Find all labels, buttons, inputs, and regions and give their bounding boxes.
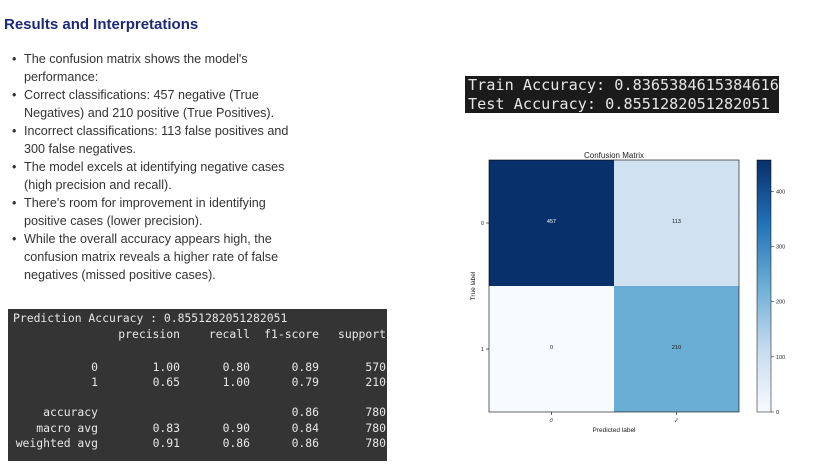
colorbar-tick-label: 0 [776, 410, 779, 416]
train-accuracy: Train Accuracy: 0.8365384615384616 [468, 76, 779, 94]
report-cell-f1: 0.86 [291, 436, 319, 450]
report-cell-precision: 1.00 [152, 360, 180, 374]
matrix-value-label: 0 [550, 345, 553, 351]
confusion-matrix-chart: Confusion Matrix 457 113 0 210 0 1 0 1 Predicted … [470, 151, 785, 434]
matrix-value-label: 113 [672, 219, 681, 225]
bullet-line: positive cases (lower precision). [24, 214, 203, 228]
bullet-line: While the overall accuracy appears high,… [24, 232, 272, 246]
section-title: Results and Interpretations [4, 16, 199, 33]
bullet-line: The confusion matrix shows the model's [24, 52, 248, 66]
report-cell-precision: 0.91 [152, 436, 180, 450]
report-row-label: accuracy [43, 405, 98, 419]
matrix-cell [614, 286, 739, 412]
report-cell-support: 780 [365, 405, 386, 419]
bullet-line: confusion matrix reveals a higher rate o… [24, 250, 279, 264]
bullet-line: The model excels at identifying negative… [24, 160, 285, 174]
bullet-line: performance: [24, 70, 99, 84]
report-row-label: 1 [91, 375, 98, 389]
y-tick-label: 0 [481, 221, 484, 227]
colorbar-tick-label: 300 [776, 245, 785, 251]
bullet-item: Correct classifications: 457 negative (T… [12, 86, 337, 122]
bullet-item: There's room for improvement in identify… [12, 194, 337, 230]
x-tick-label: 0 [548, 418, 554, 424]
report-row-label: 0 [91, 360, 98, 374]
report-cell-support: 780 [365, 421, 386, 435]
bullet-item: The model excels at identifying negative… [12, 158, 337, 194]
classification-report: Prediction Accuracy : 0.8551282051282051… [8, 309, 387, 461]
test-accuracy: Test Accuracy: 0.8551282051282051 [468, 95, 770, 113]
matrix-value-label: 457 [547, 219, 556, 225]
x-axis-label: Predicted label [593, 427, 637, 434]
report-cell-f1: 0.84 [291, 421, 319, 435]
bullet-item: Incorrect classifications: 113 false pos… [12, 122, 337, 158]
matrix-cell [614, 160, 739, 286]
report-row-label: macro avg [36, 421, 98, 435]
report-header-f1: f1-score [264, 327, 319, 341]
report-cell-support: 570 [365, 360, 386, 374]
report-row-label: weighted avg [15, 436, 98, 450]
colorbar-tick-label: 400 [776, 189, 785, 195]
report-cell-recall: 1.00 [222, 375, 250, 389]
bullet-line: negatives (missed positive cases). [24, 268, 216, 282]
chart-title: Confusion Matrix [584, 151, 644, 160]
y-tick-label: 1 [481, 347, 484, 353]
report-cell-f1: 0.79 [291, 375, 319, 389]
bullet-item: The confusion matrix shows the model's pe… [12, 50, 337, 86]
prediction-accuracy-line: Prediction Accuracy : 0.8551282051282051 [13, 311, 288, 325]
bullet-line: Negatives) and 210 positive (True Positi… [24, 106, 275, 120]
report-cell-recall: 0.90 [222, 421, 250, 435]
findings-list: The confusion matrix shows the model's pe… [12, 50, 337, 284]
bullet-item: While the overall accuracy appears high,… [12, 230, 337, 284]
colorbar-tick-label: 100 [776, 355, 785, 361]
matrix-cell [489, 286, 614, 412]
matrix-value-label: 210 [672, 345, 681, 351]
matrix-cell [489, 160, 614, 286]
report-cell-f1: 0.86 [291, 405, 319, 419]
bullet-line: Correct classifications: 457 negative (T… [24, 88, 259, 102]
report-cell-recall: 0.80 [222, 360, 250, 374]
report-cell-precision: 0.65 [152, 375, 180, 389]
x-tick-label: 1 [673, 418, 679, 424]
colorbar-tick-label: 200 [776, 300, 785, 306]
report-cell-recall: 0.86 [222, 436, 250, 450]
report-header-precision: precision [118, 327, 180, 341]
report-cell-support: 210 [365, 375, 386, 389]
bullet-line: (high precision and recall). [24, 178, 172, 192]
bullet-line: Incorrect classifications: 113 false pos… [24, 124, 289, 138]
y-axis-label: True label [470, 271, 477, 300]
bullet-line: There's room for improvement in identify… [24, 196, 266, 210]
colorbar [756, 159, 772, 413]
report-header-support: support [337, 327, 386, 341]
accuracy-output: Train Accuracy: 0.8365384615384616 Test … [465, 76, 779, 113]
bullet-line: 300 false negatives. [24, 142, 137, 156]
report-cell-f1: 0.89 [291, 360, 319, 374]
report-header-recall: recall [208, 327, 250, 341]
chart-frame [488, 159, 740, 413]
report-cell-precision: 0.83 [152, 421, 180, 435]
report-cell-support: 780 [365, 436, 386, 450]
